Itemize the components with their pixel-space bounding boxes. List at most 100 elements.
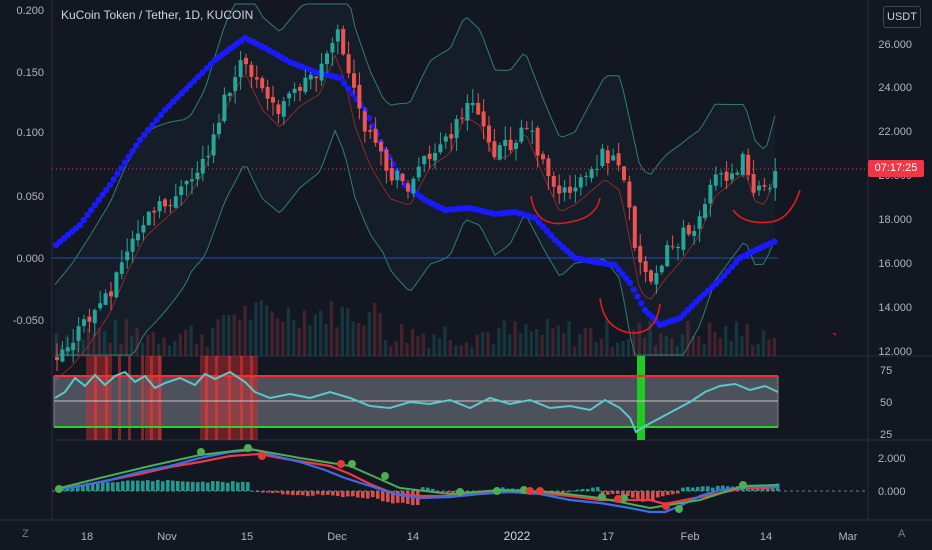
candle-body (179, 186, 184, 196)
rsi-axis-tick: 75 (880, 365, 892, 377)
ma-dot (680, 310, 688, 318)
candle-body (227, 92, 232, 96)
macd-cross-marker (620, 494, 628, 502)
volume-bar (599, 338, 604, 356)
volume-bar (502, 320, 506, 356)
candle-body (233, 77, 238, 92)
volume-bar (416, 335, 420, 356)
candle-body (546, 158, 551, 177)
macd-histogram-bar (336, 491, 340, 497)
volume-bar (140, 342, 145, 356)
candle-body (330, 42, 335, 53)
ma-dot (121, 159, 129, 166)
macd-histogram-bar (141, 480, 145, 491)
candle-body (200, 158, 205, 174)
time-axis-tick: 2022 (504, 529, 531, 543)
volume-bar (772, 338, 776, 356)
currency-badge[interactable]: USDT (883, 6, 921, 28)
auto-scale-toggle[interactable]: A (898, 528, 906, 540)
candle-body (589, 169, 594, 179)
candle-body (163, 199, 167, 207)
ma-dot (692, 298, 700, 306)
macd-histogram-bar (181, 481, 185, 491)
candle-body (751, 173, 756, 193)
candle-body (422, 156, 427, 165)
volume-bar (173, 340, 177, 356)
candle-body (487, 125, 491, 143)
macd-histogram-bar (671, 491, 675, 495)
ma-dot (149, 121, 156, 129)
candle-body (524, 127, 529, 129)
candle-body (152, 210, 157, 213)
ma-dot (110, 176, 117, 183)
macd-histogram-bar (106, 482, 110, 491)
volume-bar (621, 341, 625, 356)
macd-histogram-bar (421, 487, 425, 491)
ma-dot (91, 201, 99, 209)
candle-body (254, 77, 259, 80)
volume-bar (648, 321, 652, 356)
rsi-overbought-marker (105, 356, 108, 440)
macd-histogram-bar (266, 491, 270, 493)
ma-dot (153, 116, 160, 124)
candle-body (103, 293, 108, 305)
volume-bar (686, 320, 690, 356)
ma-dot (195, 73, 202, 80)
macd-histogram-bar (661, 491, 665, 497)
candle-body (173, 196, 178, 208)
macd-histogram-bar (446, 491, 450, 493)
volume-bar (76, 330, 80, 356)
macd-histogram-bar (311, 491, 315, 496)
volume-bar (86, 328, 91, 356)
candle-body (55, 356, 59, 361)
bollinger-lower (55, 129, 776, 356)
volume-bar (767, 339, 771, 356)
macd-histogram-bar (296, 491, 300, 496)
macd-annotation-line (55, 447, 779, 510)
macd-histogram-bar (256, 491, 260, 493)
volume-bar (724, 326, 728, 356)
macd-histogram-bar (171, 480, 175, 491)
volume-bar (432, 334, 436, 356)
macd-histogram-bar (281, 491, 285, 495)
right-axis-tick: 26.000 (878, 39, 912, 51)
log-scale-toggle[interactable]: Z (22, 528, 29, 540)
macd-cross-marker (739, 481, 747, 489)
left-axis-tick: -0.050 (13, 315, 44, 327)
annotation-arc (599, 297, 661, 334)
volume-bar (410, 329, 415, 356)
right-axis-tick: 16.000 (878, 258, 912, 270)
ma-dot (190, 77, 198, 85)
ma-dot (716, 276, 724, 284)
macd-cross-marker (55, 485, 63, 493)
macd-histogram-bar (586, 488, 590, 491)
candle-body (109, 291, 113, 297)
macd-histogram-bar (451, 491, 455, 494)
candle-body (643, 261, 648, 272)
candle-body (65, 347, 70, 352)
volume-bar (113, 319, 118, 356)
left-axis-tick: 0.000 (16, 253, 44, 265)
volume-bar (616, 342, 620, 356)
candle-body (92, 310, 97, 324)
candle-body (130, 238, 135, 252)
candle-body (519, 127, 524, 142)
macd-histogram-bar (246, 482, 250, 491)
macd-histogram-bar (206, 482, 210, 491)
macd-histogram-bar (401, 491, 405, 503)
volume-bar (281, 321, 285, 356)
left-axis-tick: 0.050 (16, 191, 44, 203)
volume-bar (227, 314, 231, 356)
volume-bar (556, 325, 560, 356)
volume-bar (65, 334, 69, 356)
candle-body (368, 130, 373, 132)
volume-bar (81, 339, 85, 356)
volume-bar (632, 330, 636, 356)
macd-histogram-bar (116, 482, 120, 491)
candle-body (605, 150, 610, 164)
candle-body (195, 172, 200, 180)
macd-histogram-bar (126, 480, 130, 491)
candle-body (665, 244, 670, 267)
volume-bar (670, 338, 674, 356)
volume-bar (589, 327, 593, 356)
